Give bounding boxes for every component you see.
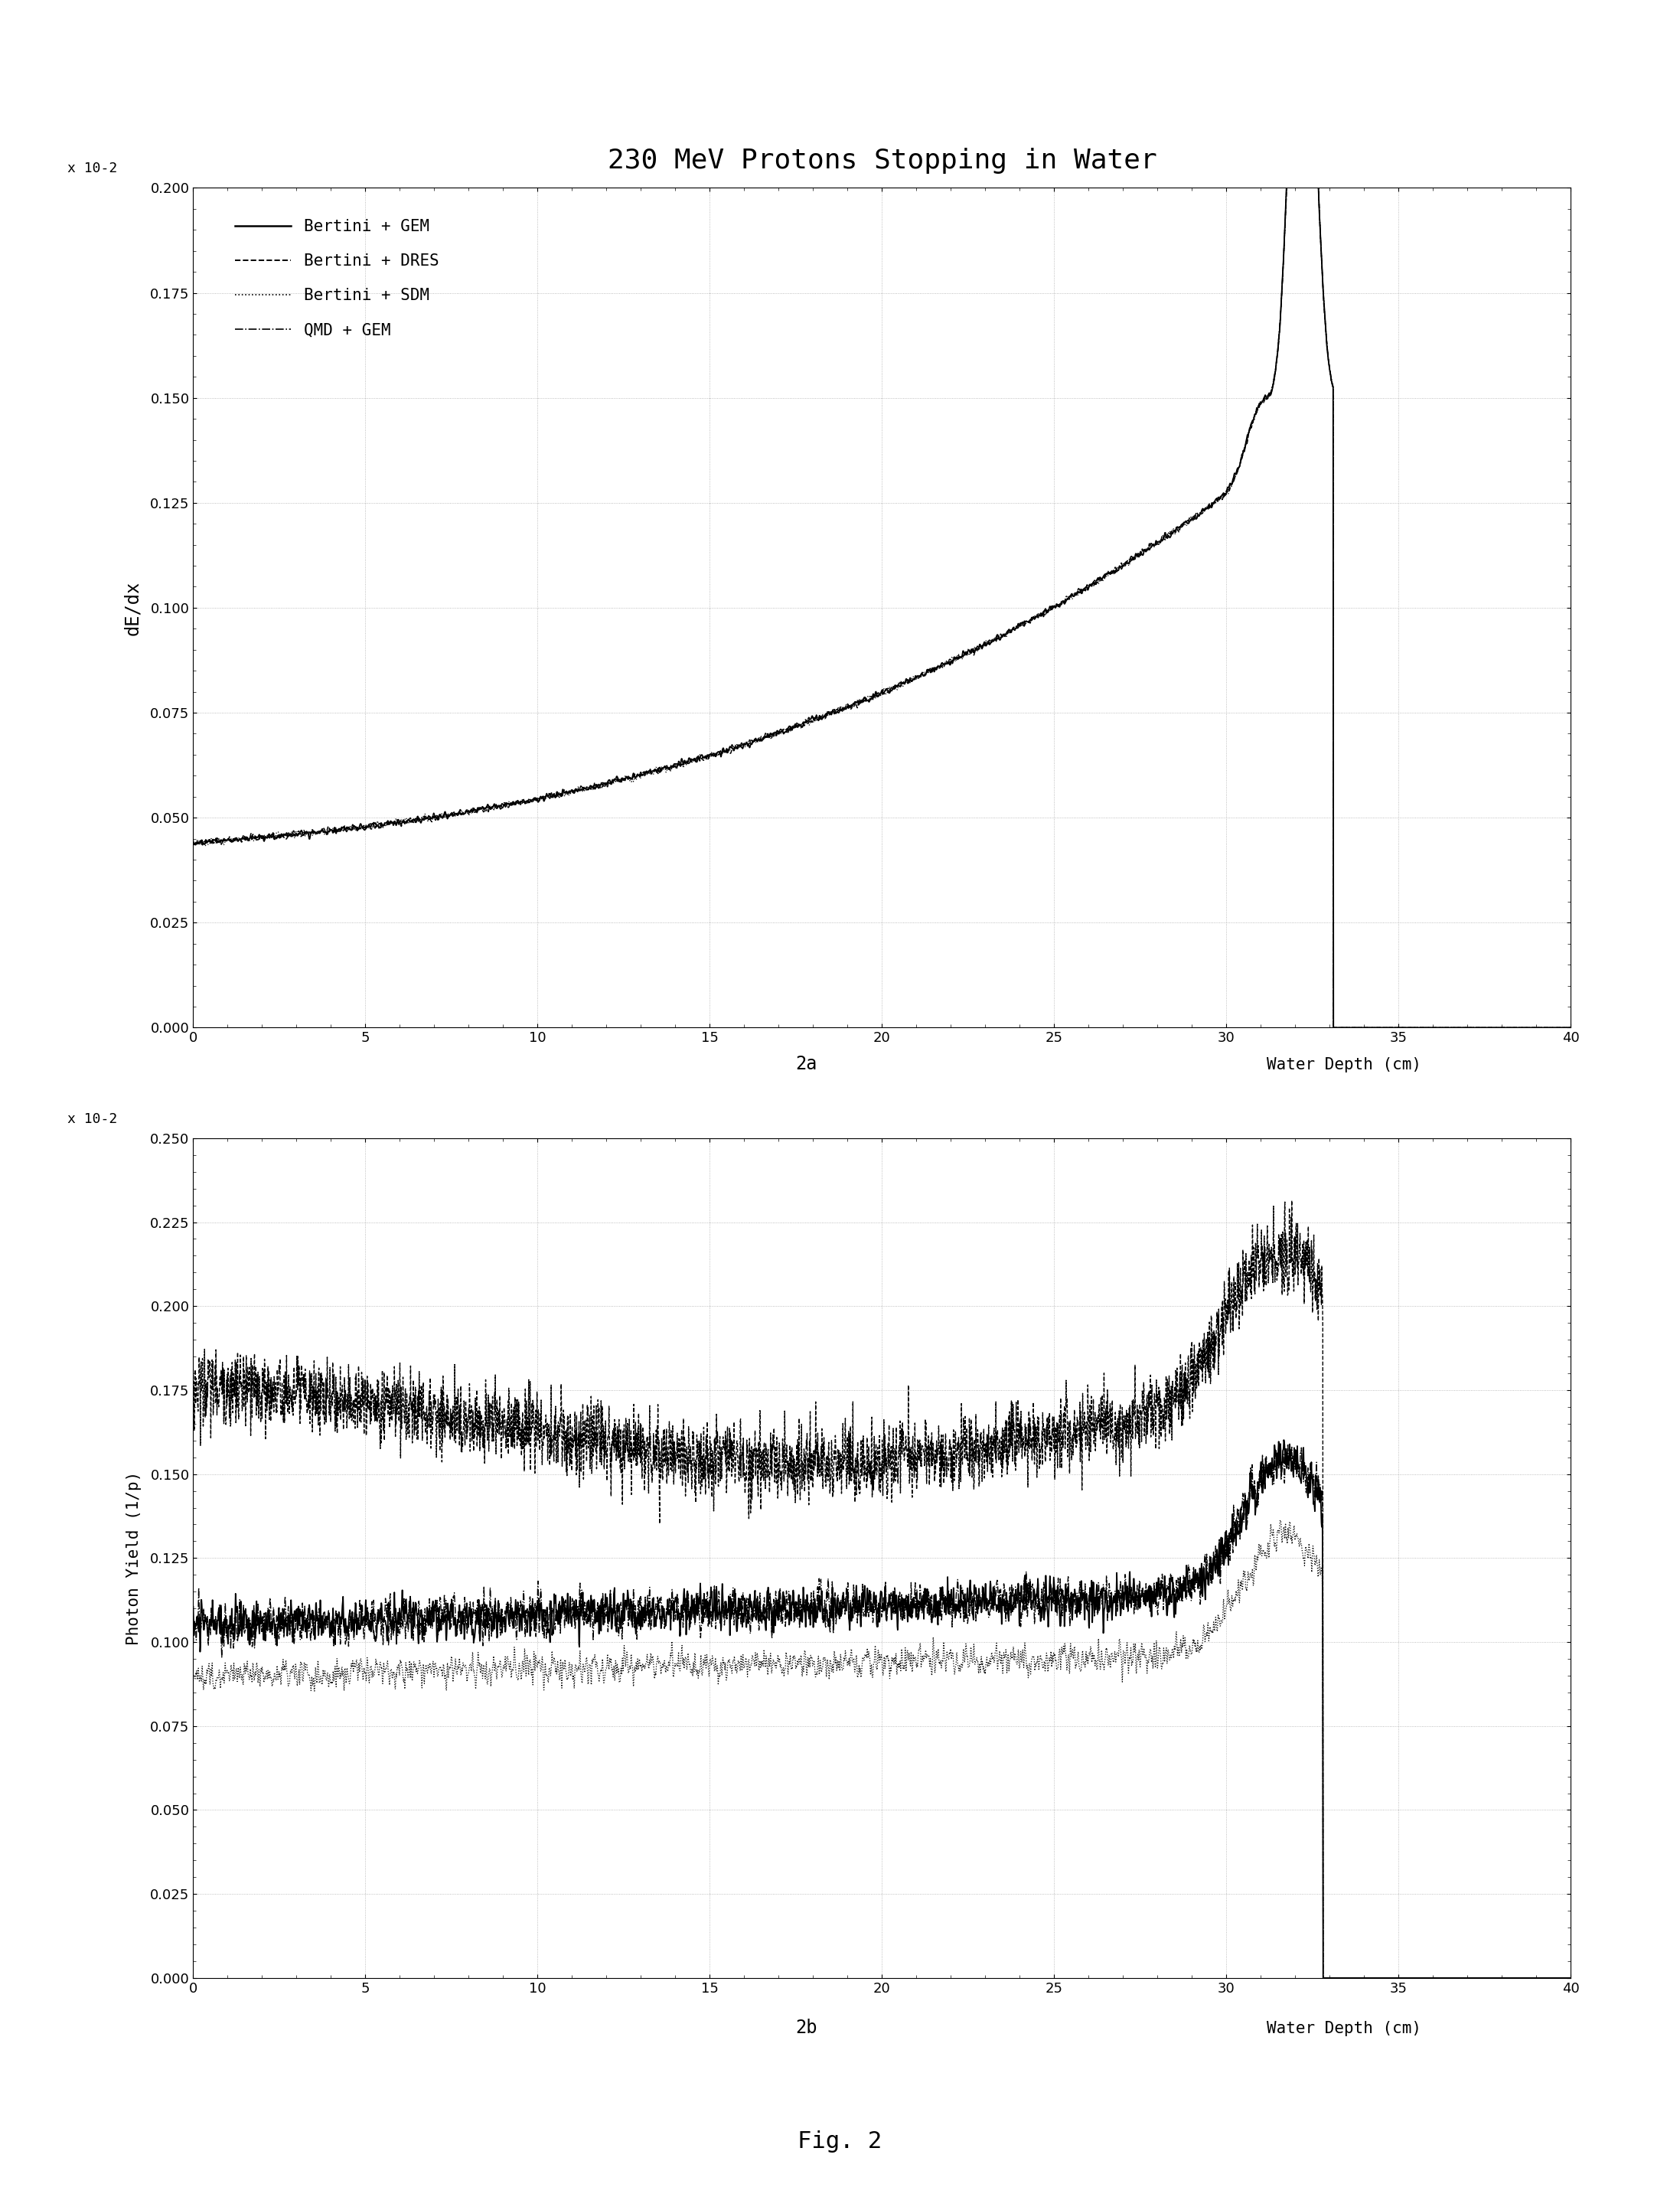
Text: 2a: 2a xyxy=(796,1054,816,1074)
Text: x 10-2: x 10-2 xyxy=(67,161,118,175)
Title: 230 MeV Protons Stopping in Water: 230 MeV Protons Stopping in Water xyxy=(608,148,1156,175)
Text: Fig. 2: Fig. 2 xyxy=(798,2130,882,2153)
Text: Water Depth (cm): Water Depth (cm) xyxy=(1267,1056,1421,1072)
Y-axis label: dE/dx: dE/dx xyxy=(123,581,141,634)
Text: 2b: 2b xyxy=(796,2018,816,2038)
Legend: Bertini + GEM, Bertini + DRES, Bertini + SDM, QMD + GEM: Bertini + GEM, Bertini + DRES, Bertini +… xyxy=(228,212,445,345)
Text: Water Depth (cm): Water Depth (cm) xyxy=(1267,2020,1421,2035)
Y-axis label: Photon Yield (1/p): Photon Yield (1/p) xyxy=(126,1472,141,1644)
Text: x 10-2: x 10-2 xyxy=(67,1112,118,1125)
